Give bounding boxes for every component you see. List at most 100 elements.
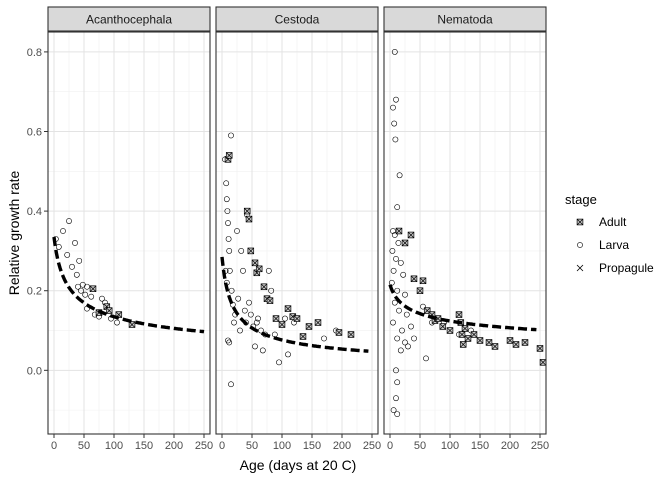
data-point-adult xyxy=(225,152,233,159)
data-point-larva xyxy=(390,228,396,234)
legend-title: stage xyxy=(565,192,597,207)
data-point-larva xyxy=(238,248,245,254)
data-point-larva xyxy=(228,381,234,388)
y-tick-label: 0.4 xyxy=(27,206,42,218)
gridlines xyxy=(216,32,378,434)
data-point-larva xyxy=(391,49,398,55)
data-point-adult xyxy=(491,343,499,350)
panel-border xyxy=(383,31,547,435)
x-axis: 0 50 100 150 200 250 0 50 100 150 200 250 0 50 100 150 2… xyxy=(51,434,549,452)
x-tick-label: 100 xyxy=(105,440,123,452)
data-point-larva xyxy=(276,359,282,366)
data-point-adult xyxy=(446,327,454,334)
panel-cestoda: Cestoda xyxy=(215,6,379,435)
data-point-larva xyxy=(228,132,234,139)
x-tick-label: 0 xyxy=(387,440,393,452)
y-tick-label: 0.0 xyxy=(27,365,42,377)
data-point-larva xyxy=(225,236,232,242)
trend-curve xyxy=(388,284,537,332)
gridlines xyxy=(384,32,546,434)
data-points xyxy=(222,132,355,388)
data-point-larva xyxy=(255,315,261,322)
data-point-adult xyxy=(278,321,286,328)
data-point-larva xyxy=(400,271,407,278)
facet-strip xyxy=(47,6,211,32)
facet-strip-label: Acanthocephala xyxy=(86,13,172,27)
data-point-larva xyxy=(390,104,396,111)
data-point-larva xyxy=(231,319,237,326)
propagule-trend-line xyxy=(388,284,537,332)
data-point-larva xyxy=(226,248,233,254)
data-point-larva xyxy=(223,180,230,187)
gridlines xyxy=(48,32,210,434)
x-tick-label: 50 xyxy=(246,440,258,452)
data-point-adult xyxy=(395,227,403,235)
data-point-adult xyxy=(461,325,469,332)
data-point-larva xyxy=(268,287,275,294)
data-point-adult xyxy=(485,339,493,346)
data-point-adult xyxy=(245,215,253,223)
data-point-adult xyxy=(464,335,472,342)
data-point-larva xyxy=(405,343,411,350)
data-point-larva xyxy=(99,295,105,302)
y-tick-label: 0.6 xyxy=(27,127,42,139)
y-axis: 0.0 0.2 0.4 0.6 0.8 xyxy=(27,47,48,377)
data-point-adult xyxy=(105,307,113,314)
data-point-larva xyxy=(393,367,399,374)
data-point-larva xyxy=(88,293,95,300)
data-point-larva xyxy=(237,327,243,334)
x-tick-label: 250 xyxy=(531,440,549,452)
x-tick-label: 0 xyxy=(51,440,57,452)
data-point-larva xyxy=(396,172,403,179)
legend-item-adult: Adult xyxy=(576,215,627,229)
x-tick-label: 150 xyxy=(471,440,489,452)
data-point-larva xyxy=(394,287,401,294)
data-point-larva xyxy=(411,335,417,342)
data-point-larva xyxy=(402,291,408,298)
data-point-larva xyxy=(408,323,414,330)
legend-item-larva: Larva xyxy=(577,238,629,252)
data-point-adult xyxy=(536,345,544,352)
data-point-adult xyxy=(539,359,547,366)
data-point-adult xyxy=(512,341,520,348)
data-point-larva xyxy=(399,327,405,334)
data-point-adult xyxy=(455,311,463,318)
data-point-adult xyxy=(314,319,322,326)
x-tick-label: 50 xyxy=(78,440,90,452)
data-point-larva xyxy=(72,240,78,246)
x-tick-label: 0 xyxy=(219,440,225,452)
data-point-adult xyxy=(89,285,97,292)
data-point-adult xyxy=(476,337,484,344)
data-point-larva xyxy=(393,96,399,103)
trend-curve xyxy=(52,236,205,334)
data-point-larva xyxy=(226,339,233,346)
data-point-larva xyxy=(397,347,404,354)
data-point-adult xyxy=(243,207,251,215)
x-tick-label: 150 xyxy=(135,440,153,452)
data-point-larva xyxy=(78,287,84,294)
data-point-adult xyxy=(439,323,447,330)
data-point-adult xyxy=(247,247,255,255)
data-point-larva xyxy=(393,395,399,402)
data-point-adult xyxy=(419,277,427,285)
legend-key-adult xyxy=(576,218,584,226)
data-point-larva xyxy=(395,240,402,246)
facet-strip-label: Nematoda xyxy=(437,13,493,27)
x-tick-label: 200 xyxy=(501,440,519,452)
data-point-larva xyxy=(84,283,90,290)
y-axis-label: Relative growth rate xyxy=(6,171,22,296)
data-point-larva xyxy=(282,315,288,322)
x-tick-label: 100 xyxy=(441,440,459,452)
x-tick-label: 100 xyxy=(273,440,291,452)
data-point-larva xyxy=(394,411,401,417)
panel-border xyxy=(215,31,379,435)
data-point-adult xyxy=(293,315,301,322)
data-point-larva xyxy=(240,267,246,274)
data-point-larva xyxy=(396,307,402,314)
x-tick-label: 250 xyxy=(363,440,381,452)
x-axis-label: Age (days at 20 C) xyxy=(240,457,357,473)
data-point-larva xyxy=(60,228,66,234)
data-point-adult xyxy=(506,337,514,344)
data-point-adult xyxy=(410,275,418,283)
